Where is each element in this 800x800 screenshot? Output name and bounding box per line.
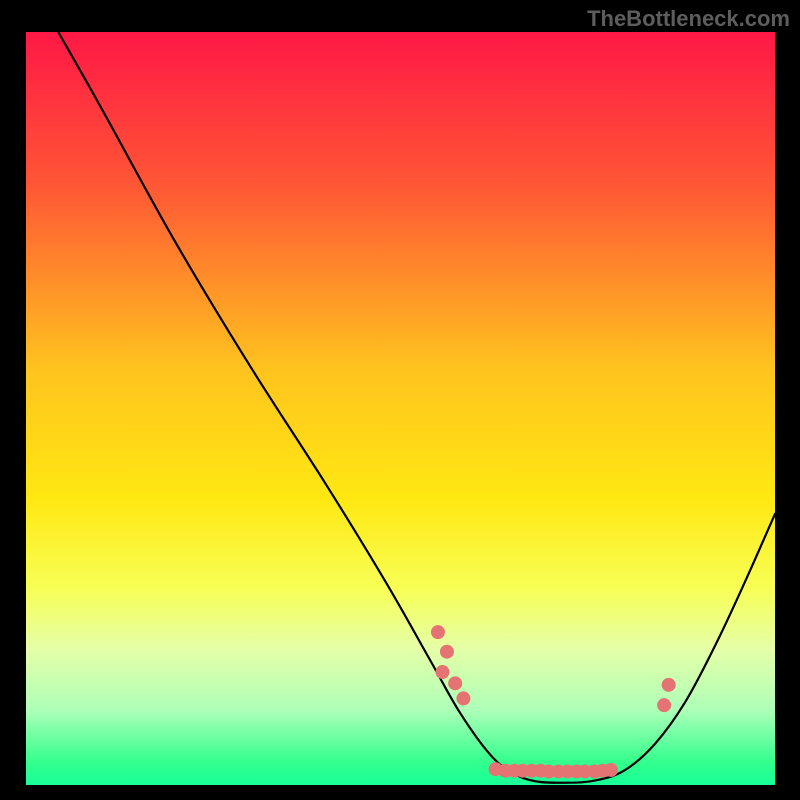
attribution-label: TheBottleneck.com <box>587 6 790 32</box>
plot-background <box>26 32 775 785</box>
data-marker <box>435 665 449 679</box>
data-marker <box>662 678 676 692</box>
data-marker <box>431 625 445 639</box>
data-marker <box>456 691 470 705</box>
chart-frame: TheBottleneck.com <box>0 0 800 800</box>
data-marker <box>604 763 618 777</box>
data-marker <box>440 645 454 659</box>
data-marker <box>657 698 671 712</box>
bottleneck-curve-chart <box>0 0 800 800</box>
data-marker <box>448 676 462 690</box>
